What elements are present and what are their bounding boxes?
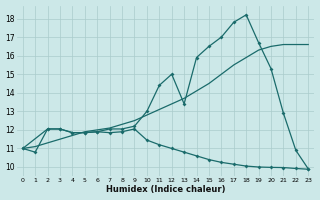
X-axis label: Humidex (Indice chaleur): Humidex (Indice chaleur) [106, 185, 225, 194]
